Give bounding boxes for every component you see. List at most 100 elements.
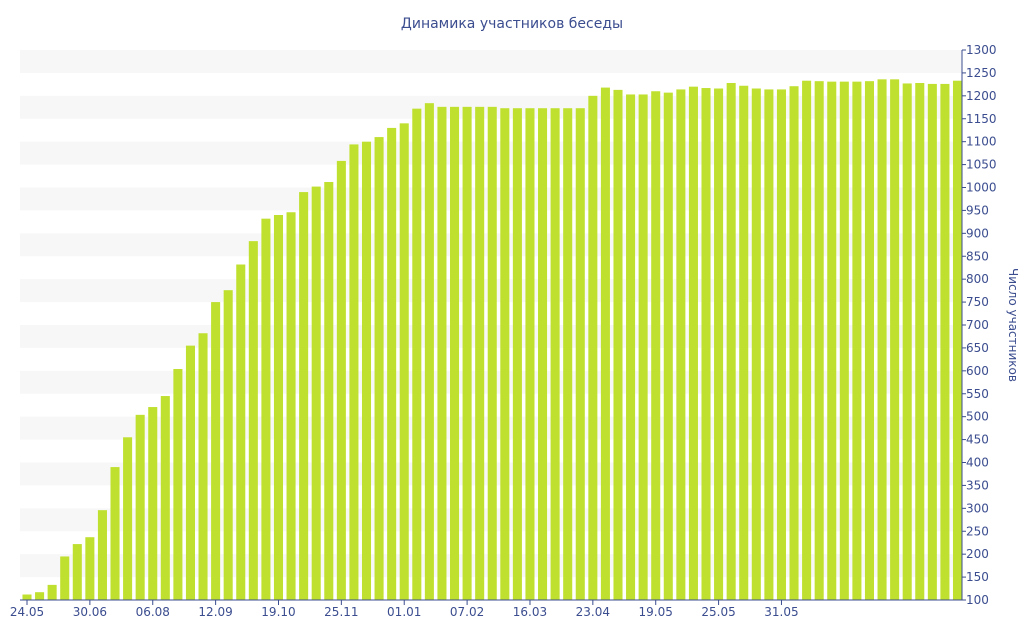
bar	[701, 88, 711, 600]
bar	[236, 264, 246, 600]
bar	[638, 94, 648, 601]
y-tick-label: 1150	[966, 112, 997, 126]
bar	[185, 345, 195, 601]
x-tick-label: 06.08	[136, 605, 170, 619]
bar	[361, 141, 372, 601]
y-tick-label: 700	[966, 318, 989, 332]
bar	[839, 81, 849, 601]
y-tick-label: 250	[966, 524, 989, 538]
bar	[751, 88, 761, 600]
bar	[927, 83, 937, 601]
x-tick-label: 30.06	[73, 605, 107, 619]
bar	[864, 81, 874, 601]
bar	[97, 510, 107, 600]
x-tick-label: 24.05	[10, 605, 44, 619]
x-tick-label: 31.05	[764, 605, 798, 619]
bar	[940, 83, 950, 601]
y-tick-label: 150	[966, 570, 989, 584]
bar	[613, 89, 623, 601]
bar	[248, 241, 258, 601]
y-tick-label: 1100	[966, 135, 997, 149]
bar	[22, 594, 32, 600]
bar	[475, 106, 485, 600]
bar	[802, 80, 812, 600]
bar	[135, 414, 145, 600]
y-tick-label: 350	[966, 478, 989, 492]
y-tick-label: 650	[966, 341, 989, 355]
bar	[412, 108, 422, 601]
y-tick-label: 100	[966, 593, 989, 607]
y-axis: 100 150 200 250 300 350 400 450 500 550 600 650 700 7…	[961, 43, 997, 607]
bar	[676, 89, 686, 601]
bar	[387, 127, 397, 601]
bar	[688, 86, 698, 601]
bar	[223, 290, 233, 600]
bar	[198, 333, 208, 600]
bar	[525, 108, 535, 601]
bar	[726, 83, 736, 600]
y-tick-label: 1250	[966, 66, 997, 80]
bar	[160, 396, 170, 600]
y-tick-label: 450	[966, 433, 989, 447]
bar	[651, 91, 661, 600]
bar	[299, 192, 309, 600]
y-tick-label: 750	[966, 295, 989, 309]
y-tick-label: 300	[966, 501, 989, 515]
x-tick-label: 19.05	[639, 605, 673, 619]
bar	[60, 556, 70, 600]
bar	[764, 89, 774, 601]
x-tick-label: 25.05	[701, 605, 735, 619]
bar	[273, 215, 284, 600]
bar	[575, 108, 585, 601]
bar	[500, 108, 510, 601]
grid-band	[20, 50, 962, 73]
y-tick-label: 900	[966, 226, 989, 240]
bar	[450, 106, 460, 600]
y-tick-label: 800	[966, 272, 989, 286]
bar	[588, 95, 598, 600]
x-tick-label: 07.02	[450, 605, 484, 619]
bar	[399, 123, 409, 600]
bar	[563, 108, 573, 601]
bar	[538, 108, 548, 601]
y-tick-label: 1200	[966, 89, 997, 103]
bar	[550, 108, 560, 601]
bar	[714, 88, 724, 600]
y-tick-label: 600	[966, 364, 989, 378]
x-tick-label: 25.11	[324, 605, 358, 619]
bar	[324, 182, 334, 600]
y-axis-label: Число участников	[1006, 268, 1020, 382]
y-tick-label: 1300	[966, 43, 997, 57]
bar	[211, 302, 221, 600]
bar	[424, 103, 434, 601]
bar	[35, 592, 45, 600]
x-axis: 24.05 30.06 06.08 12.09 19.10 25.11 01.01 07.02…	[10, 599, 962, 619]
y-tick-label: 850	[966, 249, 989, 263]
bar	[739, 85, 749, 600]
bar	[776, 89, 786, 601]
x-tick-label: 12.09	[198, 605, 232, 619]
bar	[852, 81, 862, 601]
bar	[148, 407, 158, 600]
y-tick-label: 550	[966, 387, 989, 401]
bar	[512, 108, 522, 601]
bar	[349, 144, 359, 601]
bar	[374, 137, 384, 600]
bar	[286, 212, 296, 600]
bar	[487, 106, 497, 600]
bar	[877, 79, 887, 600]
bar	[47, 584, 57, 601]
bar	[72, 544, 82, 600]
bar	[173, 369, 183, 600]
bar	[85, 537, 95, 600]
y-tick-label: 400	[966, 456, 989, 470]
y-tick-label: 1050	[966, 158, 997, 172]
bars	[22, 79, 963, 601]
bar	[814, 81, 824, 601]
bar	[123, 437, 133, 600]
bar	[437, 106, 447, 600]
bar	[789, 86, 799, 600]
bar	[311, 186, 321, 600]
